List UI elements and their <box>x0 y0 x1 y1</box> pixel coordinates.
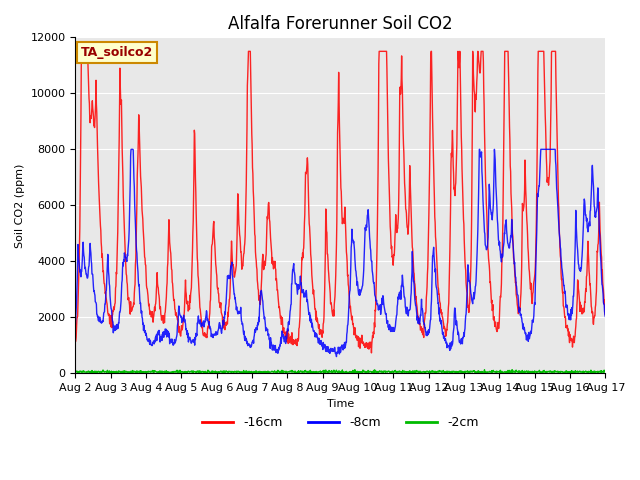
-16cm <box>539 48 547 54</box>
-8cm <box>333 354 340 360</box>
-8cm <box>602 313 609 319</box>
X-axis label: Time: Time <box>326 398 354 408</box>
-2cm <box>539 368 547 374</box>
-2cm <box>602 370 609 375</box>
Y-axis label: Soil CO2 (ppm): Soil CO2 (ppm) <box>15 163 25 248</box>
-16cm <box>72 339 79 345</box>
-8cm <box>72 321 79 327</box>
-16cm <box>602 312 609 318</box>
-2cm <box>189 370 197 375</box>
-16cm <box>367 350 375 356</box>
-16cm <box>492 326 500 332</box>
-2cm <box>508 367 516 372</box>
-8cm <box>189 339 197 345</box>
Line: -8cm: -8cm <box>76 149 605 357</box>
-16cm <box>249 171 257 177</box>
-2cm <box>249 370 257 375</box>
-2cm <box>422 369 430 374</box>
-2cm <box>492 369 500 375</box>
-8cm <box>249 339 257 345</box>
-8cm <box>127 146 135 152</box>
Legend: -16cm, -8cm, -2cm: -16cm, -8cm, -2cm <box>197 411 483 434</box>
-2cm <box>72 369 79 375</box>
Text: TA_soilco2: TA_soilco2 <box>81 46 153 59</box>
-16cm <box>177 333 184 339</box>
-8cm <box>492 190 500 195</box>
-16cm <box>423 284 431 290</box>
Line: -2cm: -2cm <box>76 370 605 372</box>
-16cm <box>189 192 197 197</box>
Title: Alfalfa Forerunner Soil CO2: Alfalfa Forerunner Soil CO2 <box>228 15 452 33</box>
Line: -16cm: -16cm <box>76 51 605 353</box>
-16cm <box>78 48 86 54</box>
-2cm <box>177 369 184 375</box>
-2cm <box>481 370 489 375</box>
-8cm <box>423 333 431 338</box>
-8cm <box>539 146 547 152</box>
-8cm <box>177 312 184 318</box>
